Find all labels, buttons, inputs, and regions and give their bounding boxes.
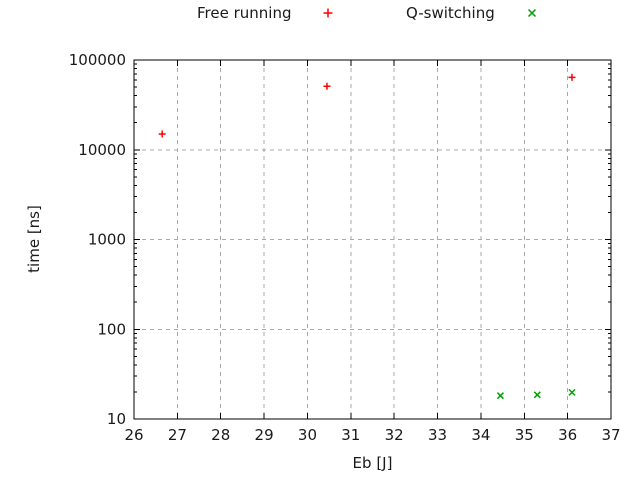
plot-border	[133, 59, 612, 420]
legend-item-free-running: Free running	[197, 3, 335, 23]
data-point-cross	[568, 388, 576, 396]
x-tick-label: 33	[428, 426, 447, 444]
x-tick-label: 29	[255, 426, 274, 444]
x-tick-label: 35	[515, 426, 534, 444]
x-tick-label: 30	[298, 426, 317, 444]
y-tick-label: 100000	[69, 51, 126, 69]
data-point-plus	[323, 82, 331, 90]
x-tick-label: 31	[341, 426, 360, 444]
data-point-plus	[158, 130, 166, 138]
legend-item-q-switching: Q-switching	[406, 3, 539, 23]
x-tick-label: 32	[385, 426, 404, 444]
plus-marker-icon	[323, 8, 333, 18]
x-tick-label: 34	[471, 426, 490, 444]
y-tick-label: 10	[107, 410, 126, 428]
data-point-cross	[496, 392, 504, 400]
y-tick-label: 100	[97, 320, 126, 338]
data-point-cross	[533, 391, 541, 399]
x-tick-label: 26	[124, 426, 143, 444]
legend-label-q-switching: Q-switching	[406, 4, 495, 22]
cross-marker-icon	[527, 8, 536, 18]
x-tick-label: 28	[211, 426, 230, 444]
data-point-plus	[568, 73, 576, 81]
y-tick-label: 1000	[88, 231, 126, 249]
x-axis-title: Eb [J]	[352, 454, 393, 472]
x-tick-label: 27	[168, 426, 187, 444]
x-tick-label: 37	[601, 426, 620, 444]
legend-label-free-running: Free running	[197, 4, 292, 22]
x-tick-label: 36	[558, 426, 577, 444]
y-tick-label: 10000	[78, 141, 126, 159]
